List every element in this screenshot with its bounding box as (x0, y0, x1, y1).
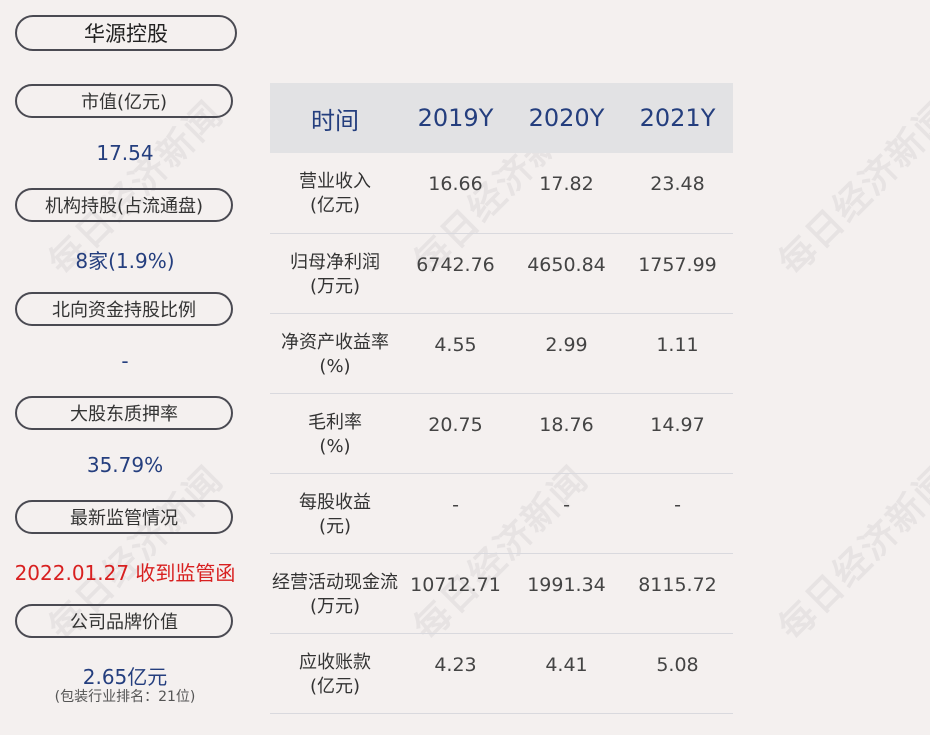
row-label: 应收账款 (亿元) (270, 633, 400, 714)
cell-value: 4.23 (400, 633, 511, 714)
table-row: 毛利率 (%) 20.75 18.76 14.97 (270, 393, 733, 474)
row-label: 经营活动现金流 (万元) (270, 553, 400, 634)
cell-value: - (511, 473, 622, 554)
northbound-ratio-value: - (121, 349, 129, 373)
table-row: 应收账款 (亿元) 4.23 4.41 5.08 (270, 633, 733, 714)
table-header-row: 时间 2019Y 2020Y 2021Y (270, 83, 733, 153)
institution-holding-label: 机构持股(占流通盘) (15, 188, 233, 222)
cell-value: - (622, 473, 733, 554)
cell-value: 5.08 (622, 633, 733, 714)
market-cap-label: 市值(亿元) (15, 84, 233, 118)
watermark-text: 每日经济新闻 (771, 93, 930, 284)
row-label: 营业收入 (亿元) (270, 153, 400, 234)
cell-value: 20.75 (400, 393, 511, 474)
pledge-ratio-value: 35.79% (86, 453, 164, 477)
regulation-label: 最新监管情况 (15, 500, 233, 534)
header-time: 时间 (270, 83, 400, 153)
cell-value: - (400, 473, 511, 554)
northbound-ratio-label: 北向资金持股比例 (15, 292, 233, 326)
table-row: 经营活动现金流 (万元) 10712.71 1991.34 8115.72 (270, 553, 733, 634)
table-row: 每股收益 (元) - - - (270, 473, 733, 554)
brand-value-label: 公司品牌价值 (15, 604, 233, 638)
cell-value: 14.97 (622, 393, 733, 474)
brand-value-value: 2.65亿元 (82, 665, 168, 689)
company-name: 华源控股 (15, 15, 237, 51)
cell-value: 16.66 (400, 153, 511, 234)
cell-value: 1.11 (622, 313, 733, 394)
table-row: 归母净利润 (万元) 6742.76 4650.84 1757.99 (270, 233, 733, 314)
cell-value: 4.41 (511, 633, 622, 714)
cell-value: 17.82 (511, 153, 622, 234)
cell-value: 4.55 (400, 313, 511, 394)
cell-value: 1757.99 (622, 233, 733, 314)
cell-value: 6742.76 (400, 233, 511, 314)
cell-value: 2.99 (511, 313, 622, 394)
brand-rank-note: (包装行业排名：21位) (54, 689, 196, 705)
header-2020: 2020Y (511, 83, 622, 153)
cell-value: 23.48 (622, 153, 733, 234)
pledge-ratio-label: 大股东质押率 (15, 396, 233, 430)
table-row: 营业收入 (亿元) 16.66 17.82 23.48 (270, 153, 733, 234)
row-label: 每股收益 (元) (270, 473, 400, 554)
cell-value: 4650.84 (511, 233, 622, 314)
row-label: 毛利率 (%) (270, 393, 400, 474)
market-cap-value: 17.54 (96, 141, 154, 165)
cell-value: 10712.71 (400, 553, 511, 634)
cell-value: 1991.34 (511, 553, 622, 634)
table-row: 净资产收益率 (%) 4.55 2.99 1.11 (270, 313, 733, 394)
regulation-value: 2022.01.27 收到监管函 (14, 561, 236, 585)
row-label: 净资产收益率 (%) (270, 313, 400, 394)
watermark-text: 每日经济新闻 (771, 458, 930, 649)
cell-value: 8115.72 (622, 553, 733, 634)
header-2019: 2019Y (400, 83, 511, 153)
institution-holding-value: 8家(1.9%) (75, 249, 175, 273)
cell-value: 18.76 (511, 393, 622, 474)
financial-table: 时间 2019Y 2020Y 2021Y 营业收入 (亿元) 16.66 17.8… (270, 83, 733, 714)
header-2021: 2021Y (622, 83, 733, 153)
row-label: 归母净利润 (万元) (270, 233, 400, 314)
